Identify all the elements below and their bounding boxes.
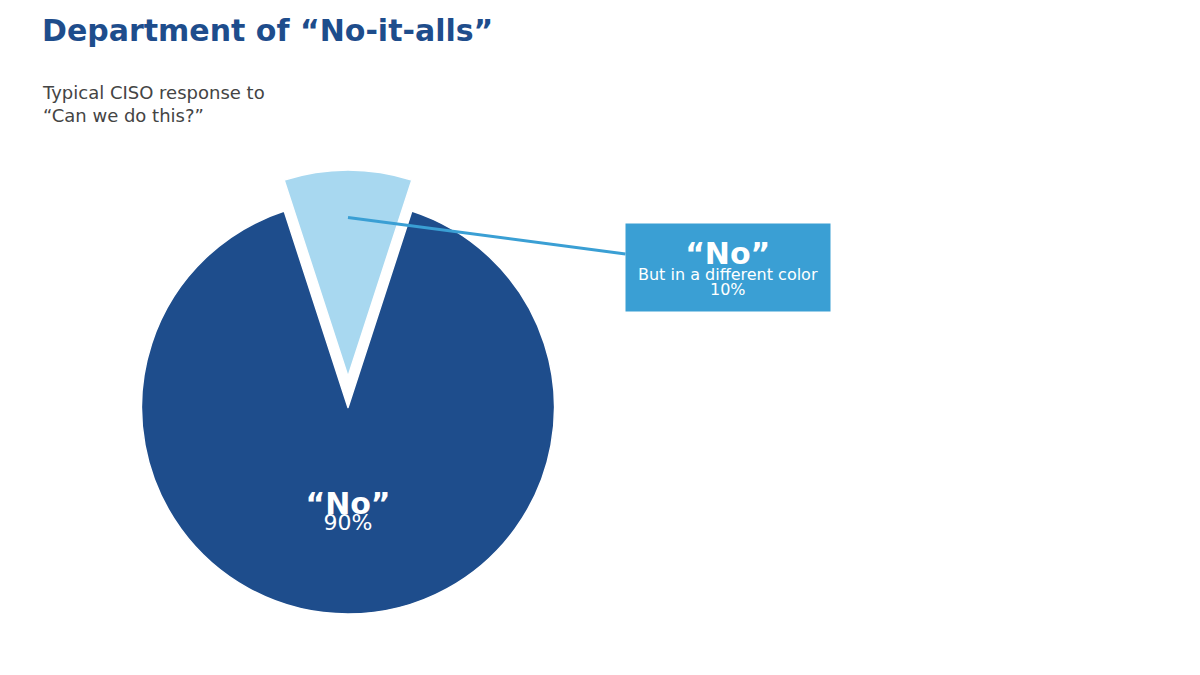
svg-text:“No”90%: “No”90% (305, 486, 390, 535)
svg-text:“No”But in a different color10: “No”But in a different color10% (638, 236, 818, 299)
svg-text:Department of “No-it-alls”: Department of “No-it-alls” (42, 13, 493, 48)
svg-text:Typical CISO response to“Can w: Typical CISO response to“Can we do this?… (42, 82, 265, 126)
